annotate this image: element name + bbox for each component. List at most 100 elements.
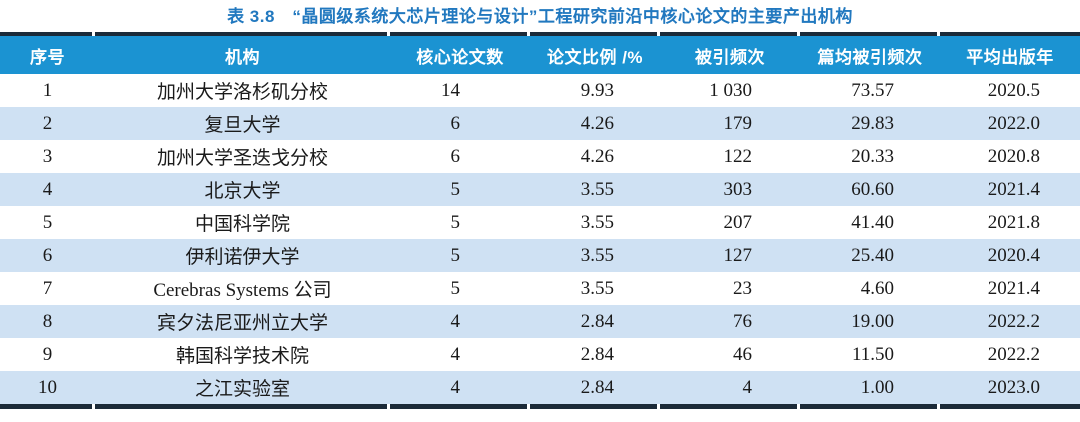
table-cell: 6 [450,145,461,167]
table-cell: 25.40 [851,244,894,266]
table-row: 7 Cerebras Systems 公司 5 3.55 23 4.60 2021.4 [0,272,1080,305]
table-cell: 8 [42,310,53,332]
table-cell: 5 [450,211,461,233]
table-cell: 2021.4 [987,178,1040,200]
table-cell: 2020.5 [987,79,1040,101]
table-cell: 2020.4 [987,244,1040,266]
table-cell: 46 [733,343,752,365]
table-cell: 4 [450,343,461,365]
table-header-row: 序号 机构 核心论文数 论文比例 /% 被引频次 篇均被引频次 平均出版年 [0,36,1080,74]
table-row: 2 复旦大学 6 4.26 179 29.83 2022.0 [0,107,1080,140]
table-cell: 14 [441,79,460,101]
table-cell: 73.57 [851,79,894,101]
table-cell: 2021.8 [987,211,1040,233]
table-cell: 41.40 [851,211,894,233]
border-segment [390,404,530,409]
table-cell: 加州大学圣迭戈分校 [156,148,328,169]
table-cell: 2022.2 [987,310,1040,332]
table-cell: 76 [733,310,752,332]
table-row: 5 中国科学院 5 3.55 207 41.40 2021.8 [0,206,1080,239]
table-cell: 207 [723,211,753,233]
table-cell: 3 [42,145,53,167]
table-cell: 韩国科学技术院 [175,346,309,367]
table-cell: 1.00 [860,376,894,398]
column-header: 论文比例 /% [546,47,644,67]
table-cell: 6 [42,244,53,266]
table-cell: 3.55 [580,244,614,266]
table-cell: 2.84 [580,310,614,332]
table-cell: 4 [742,376,753,398]
border-segment [95,32,390,36]
table-cell: 122 [723,145,753,167]
table-cell: 9 [42,343,53,365]
table-row: 10 之江实验室 4 2.84 4 1.00 2023.0 [0,371,1080,404]
border-segment [530,32,660,36]
column-header: 被引频次 [695,47,765,67]
table-cell: 20.33 [851,145,894,167]
table-cell: 2021.4 [987,277,1040,299]
table-cell: 1 [42,79,53,101]
border-segment [0,32,95,36]
table-cell: 中国科学院 [194,214,290,235]
column-header: 篇均被引频次 [817,47,923,67]
table-cell: 303 [723,178,753,200]
table-cell: 4 [450,310,461,332]
table-cell: 10 [38,376,57,398]
institutions-table: 序号 机构 核心论文数 论文比例 /% 被引频次 篇均被引频次 平均出版年 1 加州大学洛杉矶… [0,32,1080,409]
table-body: 1 加州大学洛杉矶分校 14 9.93 1 030 73.57 2020.5 2 复旦大学 6 4.… [0,74,1080,404]
column-header: 平均出版年 [966,47,1054,67]
table-row: 8 宾夕法尼亚州立大学 4 2.84 76 19.00 2022.2 [0,305,1080,338]
border-segment [940,404,1080,409]
border-segment [800,404,940,409]
table-cell: 宾夕法尼亚州立大学 [156,313,328,334]
table-cell: 之江实验室 [194,379,290,400]
border-segment [95,404,390,409]
table-cell: 4.26 [580,112,614,134]
table-cell: 60.60 [851,178,894,200]
table-cell: 2023.0 [987,376,1040,398]
table-cell: 2020.8 [987,145,1040,167]
table-cell: 4 [42,178,53,200]
table-cell: 5 [450,178,461,200]
table-cell: 2 [42,112,53,134]
table-cell: 伊利诺伊大学 [185,247,300,268]
table-cell: 11.50 [851,343,894,365]
table-cell: 1 030 [709,79,752,101]
table-cell: 23 [733,277,752,299]
table-cell: 4 [450,376,461,398]
table-cell: Cerebras Systems 公司 [153,280,332,301]
table-cell: 9.93 [580,79,614,101]
table-row: 4 北京大学 5 3.55 303 60.60 2021.4 [0,173,1080,206]
table-cell: 3.55 [580,277,614,299]
table-cell: 2022.0 [987,112,1040,134]
border-segment [0,404,95,409]
table-cell: 7 [42,277,53,299]
table-cell: 5 [450,244,461,266]
border-segment [940,32,1080,36]
table-cell: 3.55 [580,178,614,200]
table-cell: 19.00 [851,310,894,332]
page-title: 表 3.8 “晶圆级系统大芯片理论与设计”工程研究前沿中核心论文的主要产出机构 [227,7,853,26]
table-top-border [0,32,1080,36]
border-segment [390,32,530,36]
table-cell: 加州大学洛杉矶分校 [156,82,328,103]
table-row: 1 加州大学洛杉矶分校 14 9.93 1 030 73.57 2020.5 [0,74,1080,107]
table-cell: 5 [42,211,53,233]
column-header: 机构 [225,47,260,67]
table-cell: 3.55 [580,211,614,233]
table-cell: 127 [723,244,753,266]
table-cell: 2.84 [580,343,614,365]
table-cell: 4.26 [580,145,614,167]
table-cell: 北京大学 [204,181,281,202]
table-bottom-border [0,404,1080,409]
border-segment [660,404,800,409]
column-header: 核心论文数 [416,47,504,67]
table-cell: 复旦大学 [204,115,281,136]
table-row: 9 韩国科学技术院 4 2.84 46 11.50 2022.2 [0,338,1080,371]
table-cell: 6 [450,112,461,134]
table-cell: 179 [723,112,753,134]
column-header: 序号 [30,47,65,67]
table-cell: 4.60 [860,277,894,299]
table-cell: 2022.2 [987,343,1040,365]
table-cell: 29.83 [851,112,894,134]
